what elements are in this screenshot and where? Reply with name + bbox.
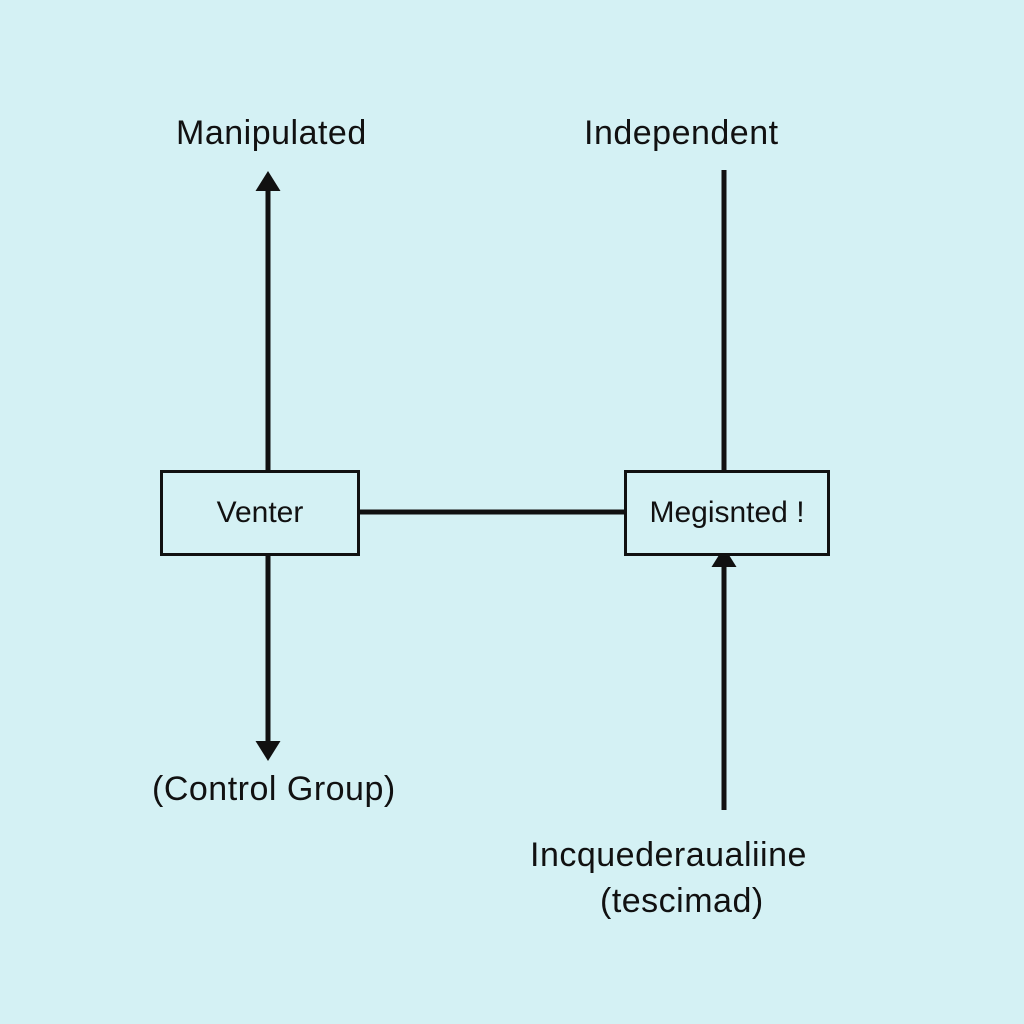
node-left-label: Venter xyxy=(217,496,304,530)
label-top-right: Independent xyxy=(584,114,779,153)
diagram-canvas: Manipulated Independent (Control Group) … xyxy=(0,0,1024,1024)
node-right-label: Megisnted ! xyxy=(649,496,804,530)
label-bottom-right-line1: Incquederaualiine xyxy=(530,836,807,875)
label-bottom-right-line2: (tescimad) xyxy=(600,882,764,921)
node-left: Venter xyxy=(160,470,360,556)
node-right: Megisnted ! xyxy=(624,470,830,556)
edges-layer xyxy=(0,0,1024,1024)
label-top-left: Manipulated xyxy=(176,114,367,153)
label-bottom-left: (Control Group) xyxy=(152,770,396,809)
